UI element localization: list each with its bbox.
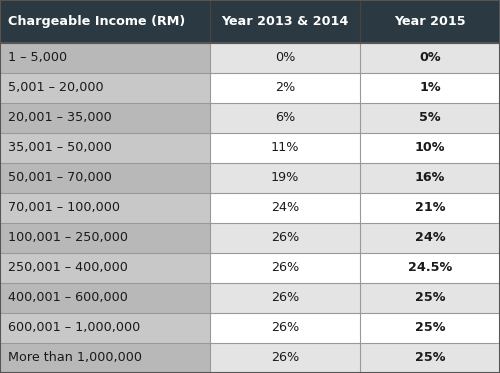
Bar xyxy=(360,133,500,163)
Bar xyxy=(0,0,210,43)
Bar xyxy=(0,73,210,103)
Bar xyxy=(210,0,360,43)
Text: 100,001 – 250,000: 100,001 – 250,000 xyxy=(8,232,128,244)
Bar xyxy=(210,163,360,193)
Text: 600,001 – 1,000,000: 600,001 – 1,000,000 xyxy=(8,322,140,335)
Text: 50,001 – 70,000: 50,001 – 70,000 xyxy=(8,172,112,184)
Bar xyxy=(0,43,210,73)
Text: 20,001 – 35,000: 20,001 – 35,000 xyxy=(8,112,111,125)
Bar xyxy=(0,283,210,313)
Bar xyxy=(360,163,500,193)
Bar xyxy=(360,0,500,43)
Text: 25%: 25% xyxy=(415,291,446,304)
Text: 16%: 16% xyxy=(415,172,445,184)
Text: More than 1,000,000: More than 1,000,000 xyxy=(8,351,141,364)
Text: 21%: 21% xyxy=(415,201,446,214)
Text: Year 2015: Year 2015 xyxy=(394,15,466,28)
Text: 250,001 – 400,000: 250,001 – 400,000 xyxy=(8,261,128,275)
Text: Year 2013 & 2014: Year 2013 & 2014 xyxy=(222,15,348,28)
Text: 19%: 19% xyxy=(271,172,299,184)
Text: 24%: 24% xyxy=(414,232,446,244)
Bar xyxy=(0,193,210,223)
Text: 26%: 26% xyxy=(271,351,299,364)
Text: 2%: 2% xyxy=(275,81,295,94)
Text: 26%: 26% xyxy=(271,322,299,335)
Bar xyxy=(210,343,360,373)
Bar xyxy=(360,313,500,343)
Text: Chargeable Income (RM): Chargeable Income (RM) xyxy=(8,15,185,28)
Text: 1%: 1% xyxy=(419,81,441,94)
Text: 25%: 25% xyxy=(415,351,446,364)
Text: 24.5%: 24.5% xyxy=(408,261,452,275)
Text: 24%: 24% xyxy=(271,201,299,214)
Bar xyxy=(210,43,360,73)
Bar xyxy=(0,223,210,253)
Text: 0%: 0% xyxy=(419,51,441,65)
Bar xyxy=(210,253,360,283)
Text: 26%: 26% xyxy=(271,232,299,244)
Text: 5%: 5% xyxy=(419,112,441,125)
Bar xyxy=(0,133,210,163)
Bar xyxy=(360,253,500,283)
Bar xyxy=(360,283,500,313)
Text: 26%: 26% xyxy=(271,261,299,275)
Bar xyxy=(210,103,360,133)
Text: 26%: 26% xyxy=(271,291,299,304)
Bar xyxy=(210,313,360,343)
Bar xyxy=(360,223,500,253)
Bar xyxy=(0,313,210,343)
Bar xyxy=(210,193,360,223)
Bar xyxy=(360,343,500,373)
Bar xyxy=(0,163,210,193)
Text: 6%: 6% xyxy=(275,112,295,125)
Bar xyxy=(360,193,500,223)
Text: 1 – 5,000: 1 – 5,000 xyxy=(8,51,66,65)
Bar xyxy=(0,103,210,133)
Text: 11%: 11% xyxy=(271,141,299,154)
Text: 5,001 – 20,000: 5,001 – 20,000 xyxy=(8,81,103,94)
Bar xyxy=(360,73,500,103)
Text: 25%: 25% xyxy=(415,322,446,335)
Bar xyxy=(0,253,210,283)
Text: 10%: 10% xyxy=(415,141,446,154)
Bar xyxy=(210,283,360,313)
Bar xyxy=(210,223,360,253)
Bar xyxy=(210,133,360,163)
Text: 70,001 – 100,000: 70,001 – 100,000 xyxy=(8,201,119,214)
Text: 35,001 – 50,000: 35,001 – 50,000 xyxy=(8,141,112,154)
Text: 400,001 – 600,000: 400,001 – 600,000 xyxy=(8,291,128,304)
Text: 0%: 0% xyxy=(275,51,295,65)
Bar xyxy=(360,103,500,133)
Bar xyxy=(360,43,500,73)
Bar xyxy=(210,73,360,103)
Bar xyxy=(0,343,210,373)
